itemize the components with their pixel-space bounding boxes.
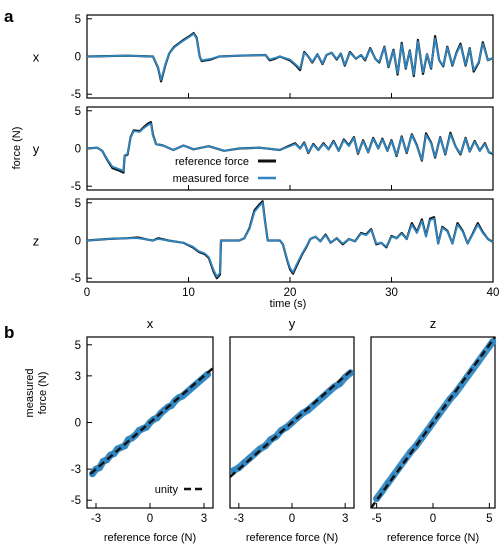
y-tick-label: 5: [75, 198, 81, 210]
y-tick-label: -3: [71, 464, 81, 476]
x-tick-label: -3: [91, 513, 101, 525]
measured-trace-x: [86, 33, 494, 81]
unity-legend-label: unity: [155, 484, 179, 496]
y-tick-label: 0: [75, 418, 81, 430]
scatter-point: [458, 382, 465, 389]
y-tick-label: 0: [75, 52, 81, 64]
scatter-xlabel: reference force (N): [104, 532, 196, 544]
x-tick-label: 20: [284, 287, 297, 299]
measured-trace-y: [86, 122, 494, 172]
timeseries-subplot-x: 5 0 -5 x: [33, 14, 494, 101]
scatter-subplot-y: y -3 0 3 reference force (N): [229, 316, 355, 544]
x-tick-label: -3: [234, 513, 244, 525]
unity-line: [89, 367, 214, 475]
x-tick-label: -5: [372, 513, 382, 525]
x-tick-label: 10: [182, 287, 195, 299]
unity-line: [229, 367, 355, 478]
scatter-subplot-z: z -5 0 5 reference force (N): [369, 316, 497, 544]
timeseries-xlabel: time (s): [270, 298, 307, 310]
legend-label: reference force: [175, 156, 249, 168]
y-tick-label: 0: [75, 144, 81, 156]
x-tick-label: 5: [486, 513, 492, 525]
x-tick-label: 0: [430, 513, 436, 525]
channel-label-y: y: [33, 142, 40, 157]
x-tick-label: 0: [147, 513, 153, 525]
y-tick-label: 5: [75, 340, 81, 352]
panel-label-a: a: [4, 7, 14, 26]
scatter-title-z: z: [430, 316, 437, 331]
scatter-xlabel: reference force (N): [387, 532, 479, 544]
y-tick-label: 5: [75, 14, 81, 26]
scatter-title-y: y: [289, 316, 296, 331]
scatter-panel: x -3 0 3 5 3 0 -3 -5 reference force (N) unity y -3 0…: [71, 316, 497, 544]
measured-trace-z: [86, 201, 494, 278]
y-tick-label: 0: [75, 236, 81, 248]
scatter-ylabel-line2: force (N): [37, 372, 49, 415]
scatter-ylabel-line1: measured: [24, 369, 36, 418]
x-tick-label: 40: [487, 287, 500, 299]
scatter-point: [452, 389, 459, 397]
y-tick-label: -5: [71, 89, 81, 101]
y-tick-label: 3: [75, 371, 81, 383]
channel-label-x: x: [33, 50, 40, 65]
y-tick-label: -5: [71, 273, 81, 285]
unity-line: [369, 336, 497, 509]
x-tick-label: 3: [201, 513, 207, 525]
scatter-xlabel: reference force (N): [246, 532, 338, 544]
x-tick-label: 0: [84, 287, 90, 299]
y-tick-label: -5: [71, 495, 81, 507]
timeseries-subplot-y: 5 0 -5 y reference force measured force: [33, 106, 494, 193]
y-tick-label: 5: [75, 106, 81, 118]
timeseries-ylabel: force (N): [11, 127, 23, 170]
channel-label-z: z: [33, 234, 40, 249]
scatter-point: [384, 479, 392, 487]
timeseries-subplot-z: 50-50 10 20 30 40z: [33, 198, 500, 299]
scatter-title-x: x: [147, 316, 154, 331]
x-tick-label: 3: [342, 513, 348, 525]
x-tick-label: 0: [289, 513, 295, 525]
legend-label: measured force: [173, 173, 249, 185]
panel-label-b: b: [4, 323, 14, 342]
timeseries-legend: reference force measured force: [173, 156, 276, 185]
x-tick-label: 30: [385, 287, 398, 299]
scatter-subplot-x: x -3 0 3 5 3 0 -3 -5 reference force (N) unity: [71, 316, 214, 544]
y-tick-label: -5: [71, 181, 81, 193]
